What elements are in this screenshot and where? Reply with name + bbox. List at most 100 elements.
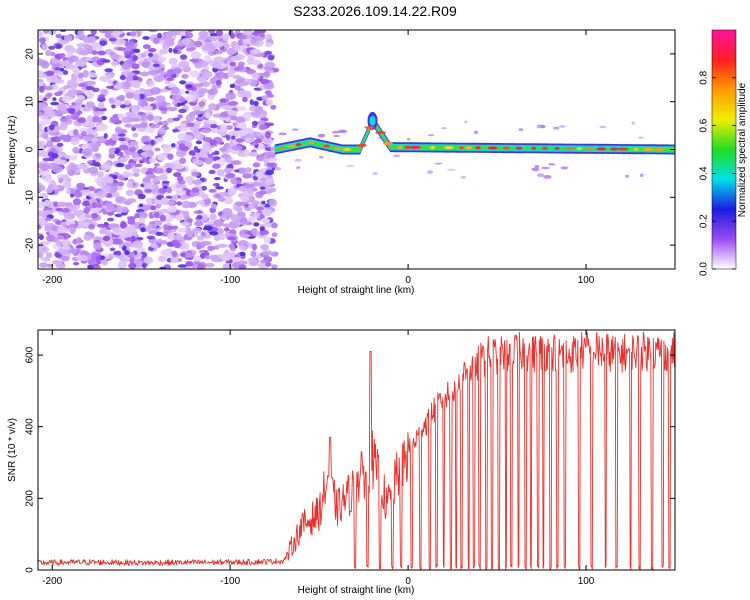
noise-speckle <box>215 79 222 86</box>
carrier-hotspot <box>323 144 330 148</box>
carrier-hotspot <box>357 143 367 147</box>
colorbar-ticks: 0.0 0.2 0.4 0.6 0.8 <box>699 70 736 276</box>
noise-speckle <box>198 88 210 94</box>
noise-speckle <box>208 103 217 111</box>
signal-speckle <box>541 166 550 170</box>
noise-speckle <box>90 30 97 35</box>
carrier-hotspot <box>287 144 296 148</box>
noise-speckle <box>125 198 137 203</box>
carrier-hotspot <box>565 147 576 151</box>
noise-speckle <box>63 34 73 42</box>
noise-speckle <box>231 145 243 151</box>
carrier-hotspot <box>465 146 473 150</box>
noise-speckle <box>237 122 247 129</box>
noise-speckle <box>111 133 119 141</box>
snr-plot-area <box>38 330 675 570</box>
noise-speckle <box>45 70 55 77</box>
noise-speckle <box>249 105 257 112</box>
noise-speckle <box>124 164 132 170</box>
noise-speckle <box>213 156 219 161</box>
noise-speckle <box>55 240 64 247</box>
noise-speckle <box>215 30 223 37</box>
noise-speckle <box>199 60 209 67</box>
noise-speckle <box>230 115 238 121</box>
carrier-hotspot <box>333 146 342 150</box>
signal-speckle <box>558 125 566 128</box>
noise-speckle <box>82 200 91 207</box>
signal-speckle <box>332 130 340 134</box>
noise-speckle <box>90 140 97 148</box>
noise-speckle <box>53 201 59 207</box>
noise-speckle <box>127 88 134 94</box>
noise-speckle <box>258 135 265 140</box>
noise-speckle <box>93 264 101 269</box>
noise-speckle <box>158 255 166 263</box>
noise-speckle <box>264 50 273 55</box>
noise-speckle <box>102 235 111 242</box>
noise-speckle <box>252 162 261 168</box>
noise-speckle <box>65 62 72 69</box>
noise-speckle <box>128 224 136 232</box>
noise-speckle <box>129 141 139 146</box>
noise-speckle <box>268 157 278 162</box>
noise-speckle <box>240 233 251 238</box>
noise-speckle <box>50 147 56 153</box>
noise-speckle <box>59 117 69 122</box>
signal-speckle <box>372 172 378 175</box>
noise-speckle <box>194 220 204 227</box>
noise-speckle <box>267 187 277 193</box>
noise-speckle <box>228 221 239 229</box>
noise-speckle <box>87 264 95 269</box>
noise-speckle <box>175 30 182 34</box>
noise-speckle <box>156 153 167 161</box>
noise-speckle <box>205 262 215 268</box>
noise-speckle <box>171 194 179 201</box>
noise-speckle <box>266 162 275 167</box>
noise-speckle <box>258 124 267 131</box>
noise-speckle <box>57 226 69 233</box>
noise-speckle <box>181 37 192 45</box>
noise-speckle <box>40 169 51 177</box>
noise-speckle <box>120 221 128 229</box>
noise-speckle <box>223 168 235 173</box>
noise-speckle <box>144 188 152 193</box>
noise-speckle <box>131 106 139 114</box>
noise-speckle <box>214 193 222 199</box>
noise-speckle <box>51 153 59 159</box>
noise-speckle <box>225 92 236 100</box>
noise-speckle <box>180 145 189 152</box>
noise-speckle <box>247 187 254 195</box>
noise-speckle <box>255 30 266 34</box>
noise-speckle <box>92 163 102 167</box>
noise-speckle <box>114 213 123 218</box>
noise-speckle <box>77 30 85 35</box>
signal-speckle <box>317 133 326 138</box>
noise-speckle <box>173 67 183 74</box>
noise-speckle <box>225 172 236 179</box>
signal-speckle <box>534 165 540 168</box>
noise-speckle <box>120 257 128 263</box>
noise-speckle <box>117 47 127 51</box>
signal-speckle <box>537 173 545 177</box>
noise-speckle <box>76 182 86 189</box>
noise-speckle <box>96 203 103 208</box>
noise-speckle <box>267 54 275 61</box>
noise-speckle <box>142 177 151 183</box>
noise-speckle <box>212 61 222 69</box>
noise-speckle <box>38 201 46 209</box>
noise-speckle <box>110 61 119 67</box>
noise-speckle <box>111 227 121 233</box>
noise-speckle <box>207 245 215 252</box>
noise-speckle <box>39 192 49 200</box>
noise-speckle <box>172 117 180 122</box>
noise-speckle <box>234 201 244 207</box>
noise-speckle <box>165 186 173 194</box>
noise-speckle <box>125 237 134 242</box>
noise-speckle <box>235 138 245 143</box>
snr-x-tick-label: 100 <box>578 576 595 587</box>
carrier-hotspot <box>515 146 523 150</box>
snr-panel: -200 -100 0 100 0 200 400 600 Height of straigh… <box>7 329 676 596</box>
noise-speckle <box>212 163 221 169</box>
noise-speckle <box>133 93 141 101</box>
noise-speckle <box>185 252 195 258</box>
